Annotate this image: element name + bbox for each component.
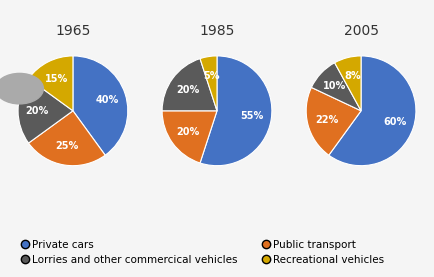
Wedge shape	[306, 88, 361, 155]
Wedge shape	[312, 63, 361, 111]
Text: 55%: 55%	[240, 111, 264, 121]
Circle shape	[0, 73, 43, 104]
Text: 20%: 20%	[26, 106, 49, 116]
Wedge shape	[162, 59, 217, 111]
Title: 1985: 1985	[199, 24, 235, 38]
Text: 5%: 5%	[203, 71, 220, 81]
Wedge shape	[335, 56, 361, 111]
Text: 15%: 15%	[45, 74, 69, 84]
Text: 60%: 60%	[383, 117, 407, 127]
Text: 8%: 8%	[344, 71, 361, 81]
Wedge shape	[200, 56, 272, 166]
Wedge shape	[29, 111, 105, 166]
Wedge shape	[29, 56, 73, 111]
Title: 1965: 1965	[55, 24, 91, 38]
Wedge shape	[162, 111, 217, 163]
Wedge shape	[200, 56, 217, 111]
Wedge shape	[73, 56, 128, 155]
Wedge shape	[329, 56, 416, 166]
Title: 2005: 2005	[344, 24, 378, 38]
Text: 40%: 40%	[95, 95, 118, 105]
Text: 22%: 22%	[315, 115, 338, 125]
Wedge shape	[18, 79, 73, 143]
Text: 20%: 20%	[177, 127, 200, 137]
Text: 20%: 20%	[177, 85, 200, 95]
Text: 25%: 25%	[56, 141, 79, 151]
Legend: Private cars, Lorries and other commercical vehicles, Public transport, Recreati: Private cars, Lorries and other commerci…	[18, 235, 388, 269]
Text: 10%: 10%	[323, 81, 347, 91]
